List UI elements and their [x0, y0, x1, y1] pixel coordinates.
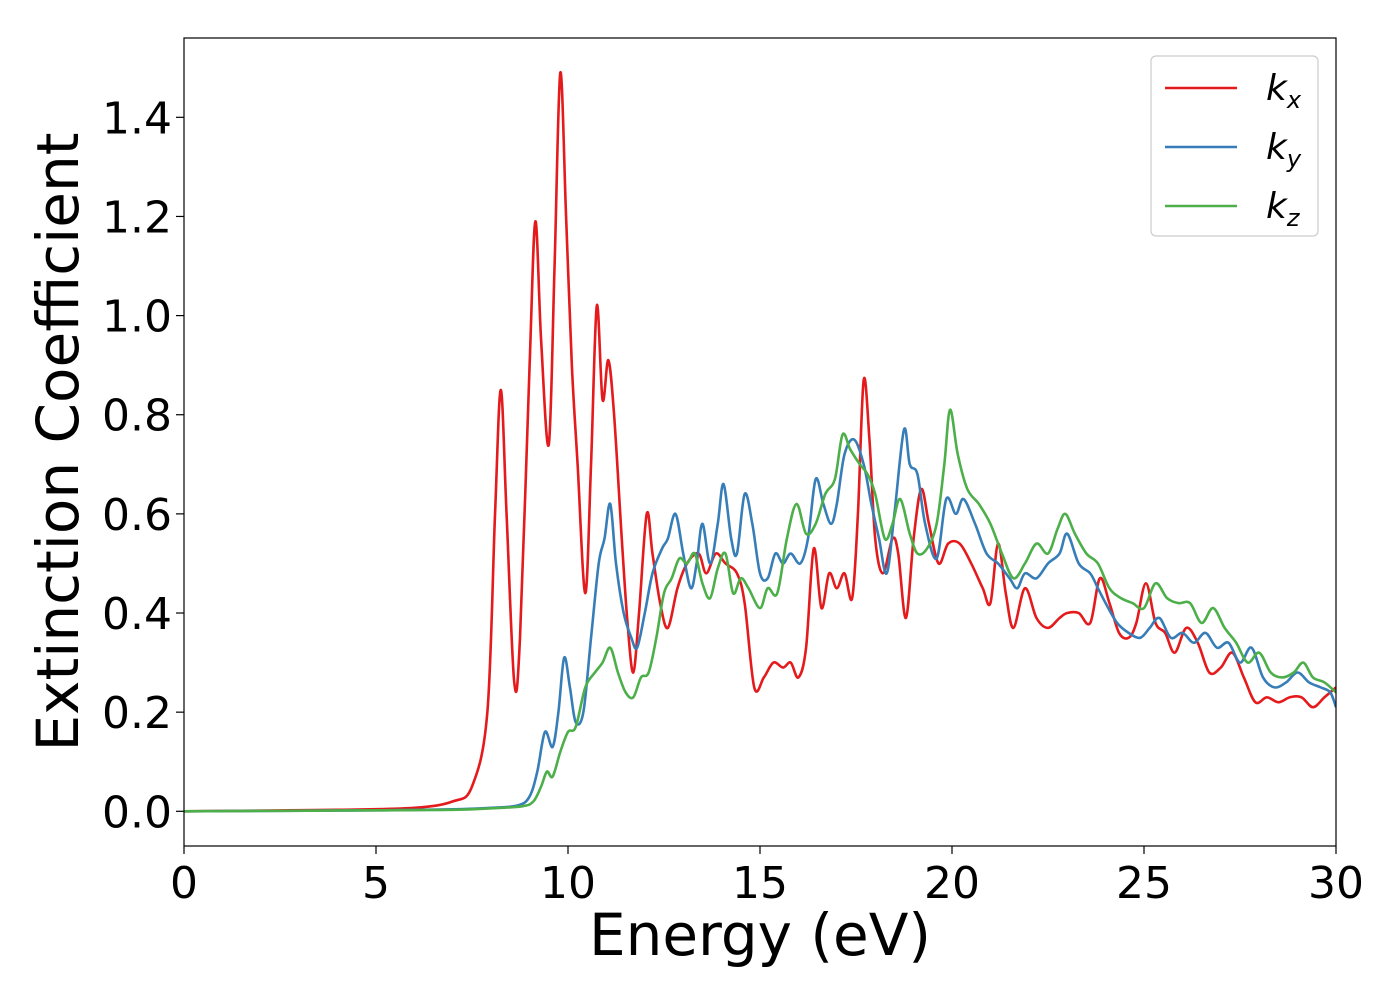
y-axis-ticks: 0.0 0.2 0.4 0.6 0.8 1.0 1.2 1.4 [102, 93, 184, 838]
x-axis-ticks: 0 5 10 15 20 25 30 [170, 846, 1364, 909]
legend-label-main: k [1266, 127, 1289, 168]
x-tick-label: 15 [732, 858, 788, 909]
y-tick-label: 1.2 [102, 192, 172, 243]
y-tick-label: 0.4 [102, 589, 172, 640]
y-tick-label: 0.8 [102, 391, 172, 442]
legend-label-main: k [1266, 68, 1289, 109]
legend-label-k-x: kx [1266, 68, 1302, 114]
x-tick-label: 30 [1308, 858, 1364, 909]
x-tick-label: 25 [1116, 858, 1172, 909]
legend-label-subscript: z [1286, 204, 1301, 232]
y-tick-label: 0.2 [102, 688, 172, 739]
x-tick-label: 10 [540, 858, 596, 909]
series-layer [184, 71, 1336, 813]
series-line-k-x [184, 71, 1336, 813]
y-tick-label: 0.6 [102, 490, 172, 541]
x-tick-label: 0 [170, 858, 198, 909]
x-axis-label: Energy (eV) [589, 901, 931, 969]
legend-label-k-z: kz [1266, 186, 1301, 232]
legend-label-main: k [1266, 186, 1289, 227]
y-axis-label: Extinction Coefficient [24, 133, 92, 752]
legend-label-subscript: y [1286, 145, 1302, 173]
y-tick-label: 1.0 [102, 292, 172, 343]
x-tick-label: 5 [362, 858, 390, 909]
x-tick-label: 20 [924, 858, 980, 909]
series-line-k-z [184, 408, 1336, 813]
y-tick-label: 1.4 [102, 93, 172, 144]
legend-label-subscript: x [1286, 86, 1302, 114]
y-tick-label: 0.0 [102, 787, 172, 838]
series-line-k-y [184, 427, 1336, 813]
legend-label-k-y: ky [1266, 127, 1302, 173]
